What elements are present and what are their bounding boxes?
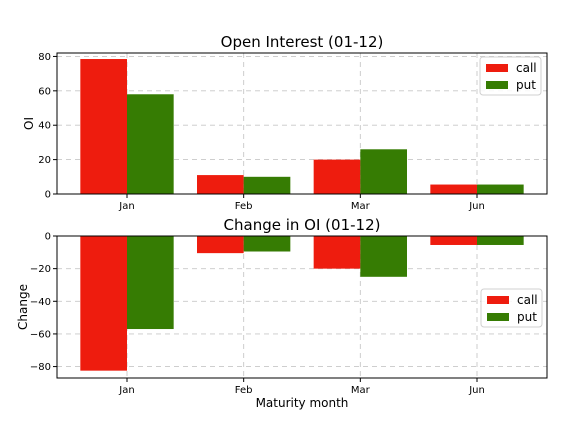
bar-call-mar — [313, 236, 361, 269]
legend-swatch-put — [486, 81, 508, 89]
x-tick-label: Jan — [118, 385, 134, 396]
y-tick-label: 60 — [38, 86, 51, 97]
legend-label-put: put — [517, 310, 537, 324]
bar-call-jun — [430, 184, 477, 194]
y-tick-label: 0 — [45, 190, 51, 201]
bar-put-mar — [360, 236, 407, 277]
x-tick-label: Feb — [235, 385, 253, 396]
y-tick-label: −60 — [30, 329, 51, 340]
bar-call-feb — [197, 236, 244, 254]
bar-call-jun — [430, 236, 477, 245]
bar-put-jun — [477, 236, 524, 245]
bar-call-jan — [80, 59, 127, 194]
plot-frame — [56, 52, 548, 195]
change-in-oi-panel: 0 −20 −40 −60 −80 Jan Feb Mar Jun Change in OI (0… — [16, 216, 548, 410]
y-tick-label: 0 — [45, 232, 51, 243]
legend-label-call: call — [516, 61, 537, 75]
y-tick-label: 80 — [38, 52, 51, 63]
legend-label-put: put — [516, 78, 536, 92]
x-tick-label: Jan — [118, 201, 134, 212]
bar-put-feb — [243, 176, 291, 194]
bar-call-mar — [313, 159, 361, 194]
x-tick-label: Jun — [468, 201, 485, 212]
chart-title: Open Interest (01-12) — [221, 33, 384, 51]
bar-call-feb — [197, 175, 244, 194]
legend-swatch-call — [487, 296, 509, 304]
x-tick-label: Mar — [351, 385, 371, 396]
legend-swatch-call — [486, 64, 508, 72]
legend: call put — [479, 56, 542, 96]
y-tick-label: −40 — [30, 297, 51, 308]
bar-call-jan — [80, 236, 127, 371]
bar-put-mar — [360, 149, 407, 194]
bar-put-jan — [127, 236, 174, 330]
plot-frame — [56, 235, 548, 379]
bar-put-jun — [477, 184, 524, 194]
x-tick-label: Feb — [235, 201, 253, 212]
y-tick-label: −20 — [30, 264, 51, 275]
legend: call put — [480, 288, 543, 328]
y-axis-label: OI — [22, 117, 36, 130]
bar-put-jan — [127, 94, 174, 194]
y-tick-label: 20 — [38, 155, 51, 166]
x-axis-label: Maturity month — [256, 396, 349, 410]
open-interest-panel: 0 20 40 60 80 Jan Feb Mar Jun Open Interest (01-1… — [22, 33, 548, 212]
bar-put-feb — [243, 236, 291, 252]
x-tick-label: Mar — [351, 201, 371, 212]
chart-title: Change in OI (01-12) — [224, 216, 381, 234]
legend-label-call: call — [517, 293, 538, 307]
x-tick-label: Jun — [468, 385, 485, 396]
legend-swatch-put — [487, 313, 509, 321]
y-axis-label: Change — [16, 284, 30, 330]
y-tick-label: 40 — [38, 121, 51, 132]
y-tick-label: −80 — [30, 362, 51, 373]
